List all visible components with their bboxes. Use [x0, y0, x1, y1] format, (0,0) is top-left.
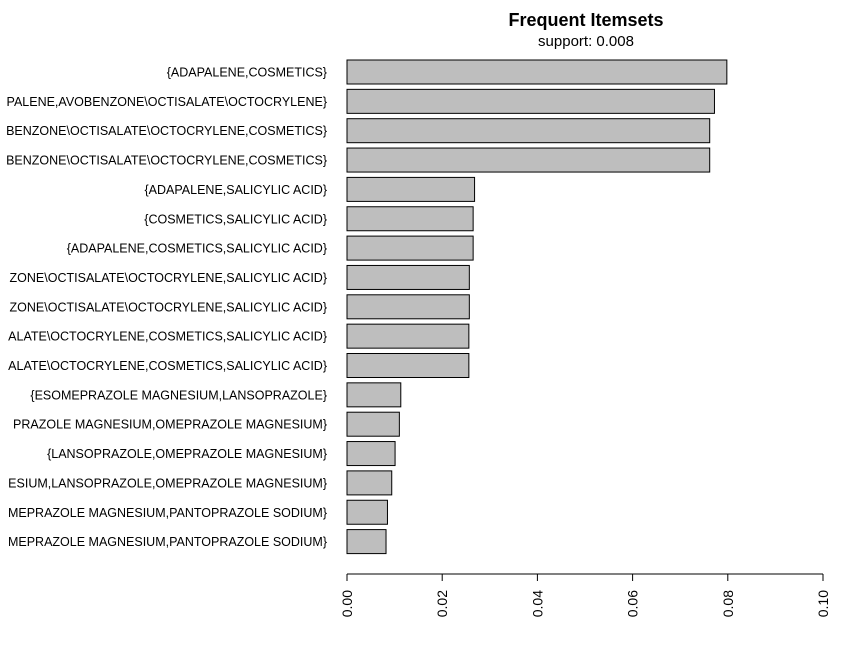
x-tick-label: 0.02	[434, 590, 450, 617]
category-label: ZONE\OCTISALATE\OCTOCRYLENE,SALICYLIC AC…	[10, 271, 327, 285]
category-label: ALATE\OCTOCRYLENE,COSMETICS,SALICYLIC AC…	[8, 359, 327, 373]
bar	[346, 88, 715, 114]
category-label: ALATE\OCTOCRYLENE,COSMETICS,SALICYLIC AC…	[8, 330, 327, 344]
x-tick-label: 0.10	[815, 590, 831, 617]
category-label: {ADAPALENE,COSMETICS}	[167, 66, 327, 80]
bar	[346, 529, 387, 555]
x-tick-label: 0.06	[625, 590, 641, 617]
category-label: MEPRAZOLE MAGNESIUM,PANTOPRAZOLE SODIUM}	[8, 535, 327, 549]
bar	[346, 118, 711, 144]
category-label: ZONE\OCTISALATE\OCTOCRYLENE,SALICYLIC AC…	[10, 300, 327, 314]
category-label: ESIUM,LANSOPRAZOLE,OMEPRAZOLE MAGNESIUM}	[8, 476, 327, 490]
bar	[346, 411, 400, 437]
bar	[346, 206, 474, 232]
bar	[346, 59, 728, 85]
bar	[346, 294, 470, 320]
category-label: BENZONE\OCTISALATE\OCTOCRYLENE,COSMETICS…	[6, 154, 327, 168]
x-axis: 0.00 0.02 0.04 0.06 0.08 0.10	[339, 573, 831, 617]
bar	[346, 441, 396, 467]
bar	[346, 176, 476, 202]
category-label: {ADAPALENE,SALICYLIC ACID}	[145, 183, 328, 197]
bar	[346, 499, 388, 525]
category-label: {COSMETICS,SALICYLIC ACID}	[144, 212, 327, 226]
bar	[346, 147, 711, 173]
category-labels: {ADAPALENE,COSMETICS} PALENE,AVOBENZONE\O…	[6, 66, 327, 550]
bar	[346, 235, 474, 261]
bar	[346, 382, 402, 408]
category-label: {ESOMEPRAZOLE MAGNESIUM,LANSOPRAZOLE}	[30, 388, 327, 402]
category-label: {ADAPALENE,COSMETICS,SALICYLIC ACID}	[67, 242, 327, 256]
bar	[346, 470, 393, 496]
x-tick-label: 0.00	[339, 590, 355, 617]
category-label: MEPRAZOLE MAGNESIUM,PANTOPRAZOLE SODIUM}	[8, 506, 327, 520]
bar	[346, 323, 470, 349]
bar	[346, 353, 470, 378]
x-tick-label: 0.08	[720, 590, 736, 617]
chart-subtitle: support: 0.008	[538, 33, 634, 50]
chart-title: Frequent Itemsets	[508, 10, 663, 30]
category-label: {LANSOPRAZOLE,OMEPRAZOLE MAGNESIUM}	[47, 447, 327, 461]
category-label: PALENE,AVOBENZONE\OCTISALATE\OCTOCRYLENE…	[7, 95, 327, 109]
bar	[346, 264, 470, 290]
category-label: PRAZOLE MAGNESIUM,OMEPRAZOLE MAGNESIUM}	[13, 418, 327, 432]
bars-group	[346, 59, 728, 555]
x-tick-label: 0.04	[529, 590, 545, 617]
category-label: BENZONE\OCTISALATE\OCTOCRYLENE,COSMETICS…	[6, 124, 327, 138]
